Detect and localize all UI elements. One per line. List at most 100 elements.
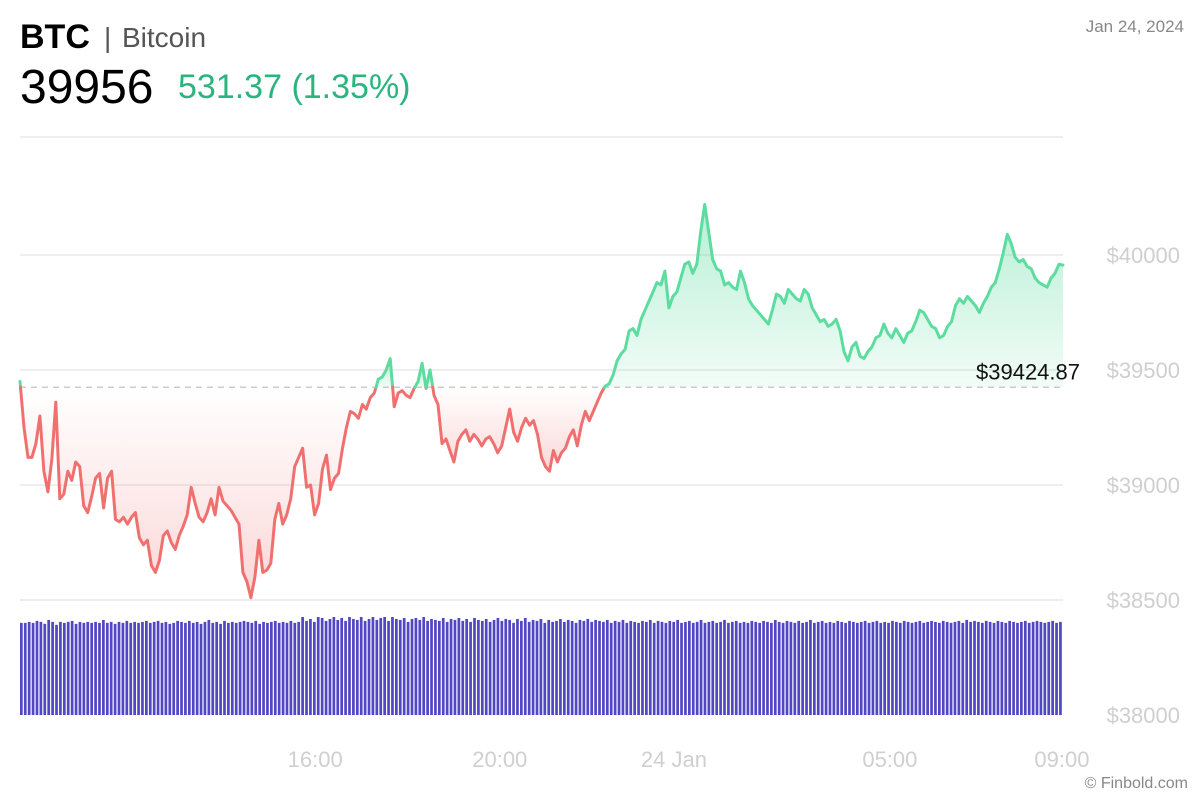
volume-bar [738,622,742,715]
volume-bar [305,620,308,715]
volume-bar [973,620,976,715]
volume-bar [35,620,39,715]
volume-bar [586,618,590,715]
volume-bar [219,623,222,715]
volume-bar [687,620,691,715]
volume-bar [664,622,668,715]
price-line-down [19,385,378,600]
volume-bar [840,621,844,715]
volume-bar [1031,621,1035,715]
volume-bar [434,619,437,715]
volume-bar [594,619,597,715]
x-tick-label: 24 Jan [641,747,707,772]
volume-bar [820,620,824,715]
volume-bar [74,623,78,715]
volume-bar [27,621,31,715]
volume-bar [47,619,51,715]
volume-bar [551,621,554,715]
volume-bar [750,620,754,715]
volume-bar [742,621,746,715]
volume-bar [785,620,789,715]
change-value: 531.37 [178,68,282,106]
volume-bar [695,621,699,715]
volume-bar [59,621,62,715]
volume-bar [1047,621,1051,715]
volume-bar [758,622,762,715]
volume-bar [70,620,74,715]
volume-bar [809,619,812,715]
volume-bar [215,621,219,715]
volume-bar [621,619,625,715]
volume-bar [711,620,715,715]
volume-bar [246,621,250,715]
volume-bar [691,622,695,715]
volume-bar [86,621,90,715]
volume-bar [20,622,23,715]
volume-bar [625,622,629,715]
volume-bar [855,622,859,715]
volume-bar [648,619,652,715]
volume-bar [39,621,43,715]
volume-bar [1000,621,1004,715]
y-tick-label: $39000 [1107,473,1180,498]
volume-bar [883,621,887,715]
volume-bar [422,617,426,715]
volume-bar [605,619,609,715]
volume-bar [457,617,461,715]
volume-bar [652,622,656,715]
gridlines [20,136,1063,601]
volume-bar [187,620,191,715]
price-line-up [424,368,435,389]
volume-bar [348,617,351,715]
volume-bar [430,618,433,715]
volume-bar [250,622,254,715]
volume-bar [359,617,363,715]
volume-bar [781,622,785,715]
volume-bar [887,622,890,715]
volume-bar [980,622,984,715]
volume-bar [1004,622,1008,715]
volume-bar [516,618,519,715]
volume-bar [500,620,504,715]
volume-bar [828,621,832,715]
volume-bar [937,622,941,715]
volume-bar [445,621,449,715]
volume-bar [133,621,136,715]
volume-bar [582,620,586,715]
volume-bar [43,623,47,715]
volume-bar [172,622,176,715]
volume-bar [160,622,164,715]
volume-bar [1020,621,1023,715]
volume-bar [31,622,35,715]
volume-bar [949,622,953,715]
volume-bar [277,622,281,715]
volume-bar [789,621,793,715]
volume-bar [316,617,320,715]
volume-bar [918,620,922,715]
volume-bar [574,622,578,715]
volume-bar [129,622,133,715]
volume-bar [566,619,570,715]
volume-bar [680,622,683,715]
volume-bar [473,617,476,715]
volume-bar [660,621,664,715]
volume-bar [996,620,1000,715]
reference-price-label: $39424.87 [976,359,1080,384]
volume-bar [719,621,722,715]
volume-bar [773,619,777,715]
volume-bar [242,620,246,715]
volume-bar [699,619,703,715]
volume-bar [406,621,410,715]
chart-date: Jan 24, 2024 [1085,17,1184,36]
change-percent: (1.35%) [291,68,411,106]
volume-bar [812,622,816,715]
volume-bar [941,620,945,715]
volume-bar [1055,622,1058,715]
volume-bar [23,622,27,715]
volume-bar [414,617,418,715]
volume-bar [629,620,633,715]
volume-bar [715,622,719,715]
volume-bar [227,622,230,715]
volume-bar [559,618,562,715]
